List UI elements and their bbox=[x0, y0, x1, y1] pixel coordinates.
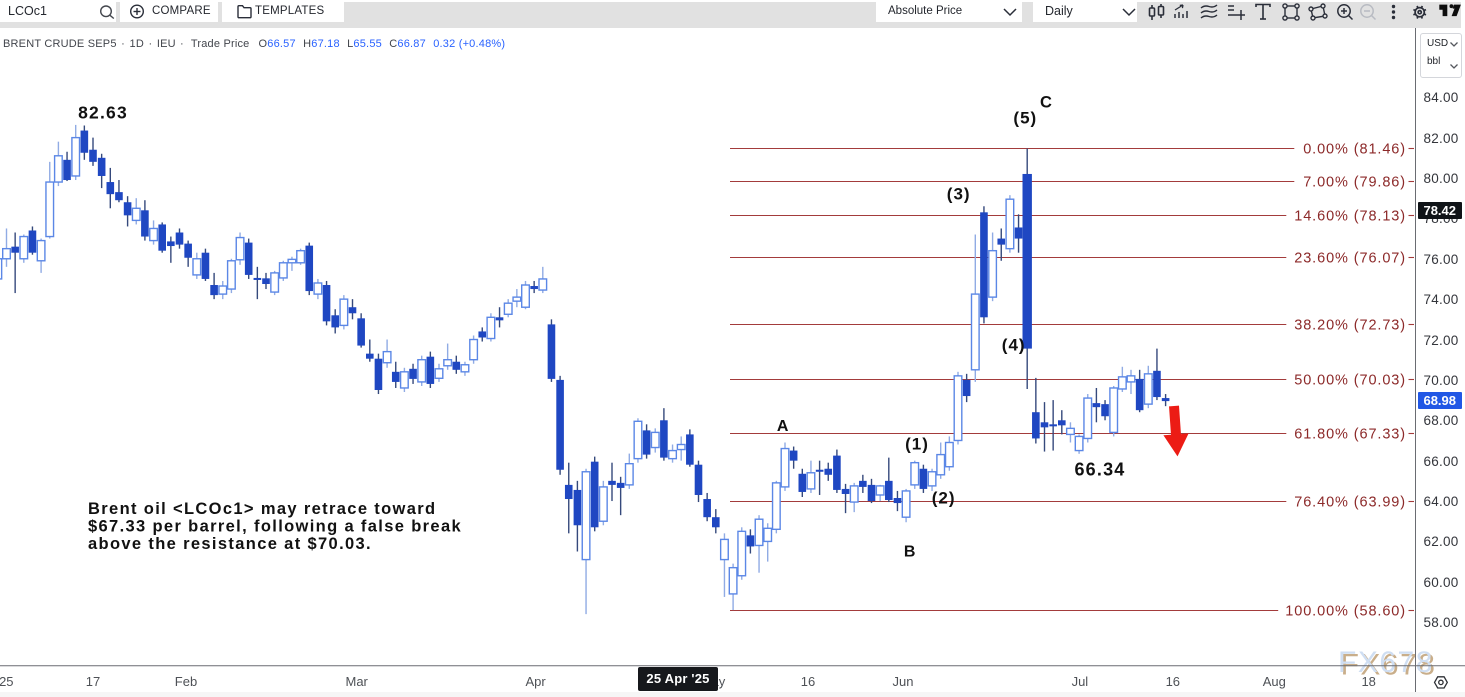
svg-text:Brent oil <LCOc1> may retrace: Brent oil <LCOc1> may retrace toward bbox=[88, 500, 436, 518]
svg-text:A: A bbox=[777, 418, 789, 435]
svg-text:(3): (3) bbox=[947, 185, 971, 204]
svg-text:C: C bbox=[1040, 94, 1052, 112]
svg-text:82.63: 82.63 bbox=[78, 103, 128, 123]
svg-text:(4): (4) bbox=[1002, 336, 1026, 355]
svg-text:FX678: FX678 bbox=[1341, 649, 1437, 682]
svg-text:38.20% (72.73): 38.20% (72.73) bbox=[1294, 317, 1406, 333]
svg-text:0.00% (81.46): 0.00% (81.46) bbox=[1303, 141, 1406, 157]
svg-text:50.00% (70.03): 50.00% (70.03) bbox=[1294, 372, 1406, 388]
svg-text:66.34: 66.34 bbox=[1074, 460, 1125, 480]
svg-text:76.40% (63.99): 76.40% (63.99) bbox=[1294, 494, 1406, 510]
svg-text:100.00% (58.60): 100.00% (58.60) bbox=[1285, 603, 1406, 619]
svg-text:61.80% (67.33): 61.80% (67.33) bbox=[1294, 426, 1406, 442]
svg-text:above the resistance at $70.03: above the resistance at $70.03. bbox=[88, 535, 372, 553]
svg-text:(1): (1) bbox=[905, 435, 929, 454]
svg-text:B: B bbox=[904, 544, 916, 561]
svg-text:23.60% (76.07): 23.60% (76.07) bbox=[1294, 250, 1406, 266]
svg-text:$67.33 per barrel, following a: $67.33 per barrel, following a false bre… bbox=[88, 518, 462, 536]
svg-text:7.00% (79.86): 7.00% (79.86) bbox=[1303, 174, 1406, 190]
svg-text:(5): (5) bbox=[1013, 109, 1037, 128]
svg-text:(2): (2) bbox=[932, 489, 956, 508]
svg-text:14.60% (78.13): 14.60% (78.13) bbox=[1294, 208, 1406, 224]
svg-text:FX678: FX678 bbox=[1338, 646, 1434, 679]
